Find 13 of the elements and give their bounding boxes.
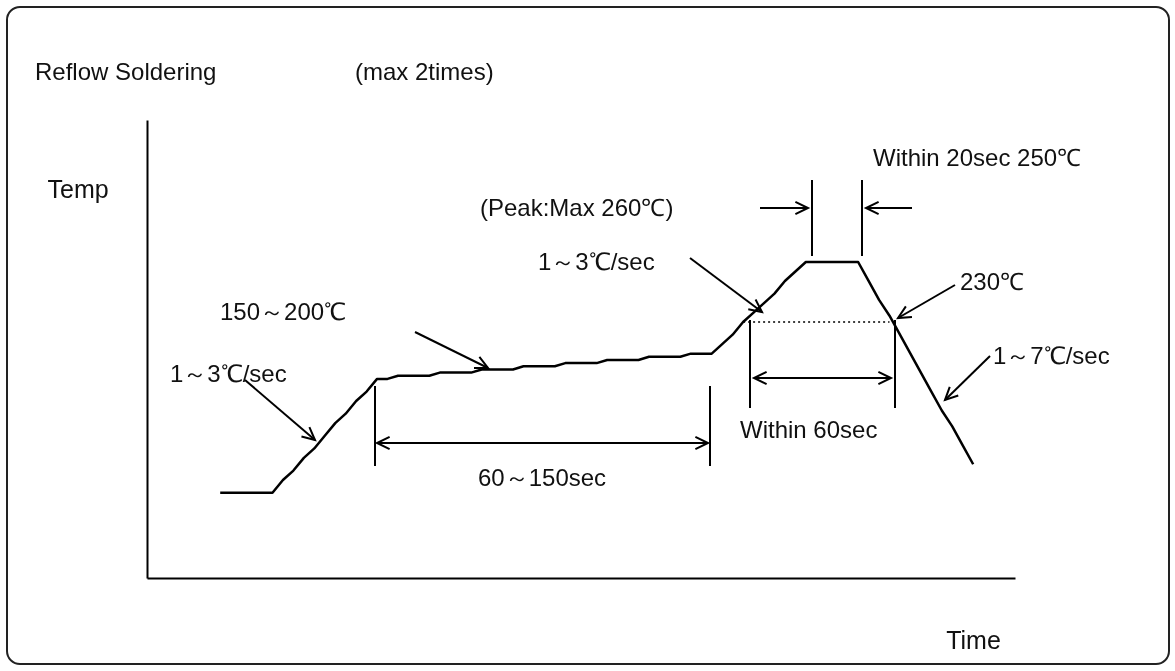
y-axis-title: Temp [47, 174, 109, 203]
annotation: 60～150sec [478, 464, 607, 491]
text: Within 20sec 250℃ [873, 144, 1082, 171]
annotation: 1～3℃/sec [170, 360, 287, 387]
annotation: 1～3℃/sec [538, 248, 655, 275]
chart-subtitle: (max 2times) [355, 58, 494, 85]
chart-title: Reflow Soldering [35, 58, 217, 85]
annotation: 230℃ [960, 268, 1025, 295]
x-axis-title: Time [946, 625, 1001, 654]
text: (Peak:Max 260℃) [480, 194, 674, 221]
annotation: Within 60sec [740, 416, 878, 443]
annotation: 150～200℃ [220, 298, 347, 325]
annotation: 1～7℃/sec [993, 342, 1110, 369]
